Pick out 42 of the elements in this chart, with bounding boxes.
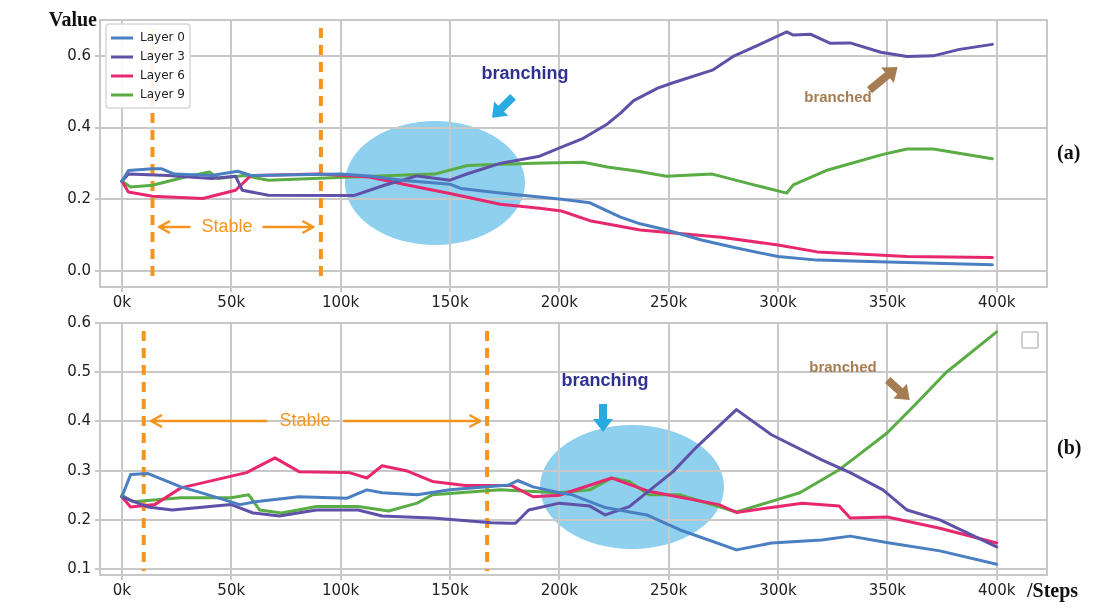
y-tick-label: 0.4 [67,411,91,430]
x-tick-label: 100k [321,292,360,311]
y-tick-label: 0.4 [67,117,91,136]
legend-label: Layer 3 [140,49,185,64]
x-tick-label: 0k [112,580,132,599]
x-tick-label: 150k [431,580,469,599]
x-tick-label: 250k [649,292,688,311]
text: (a) [1057,140,1081,164]
y-tick-label: 0.1 [67,558,91,577]
legend-label: Layer 6 [140,68,185,83]
annotation: Stable [201,215,253,236]
x-tick-label: 200k [540,580,579,599]
y-axis-title: Value [48,8,98,30]
annotation: branching [481,62,569,83]
x-tick-label: 400k [978,580,1016,599]
y-tick-label: 0.6 [67,45,91,64]
x-tick-label: 300k [759,292,797,311]
annotation: branched [804,88,872,106]
x-tick-label: 350k [868,580,907,599]
x-tick-label: 0k [112,292,132,311]
x-axis-title: /Steps [1026,579,1079,603]
legend-label: Layer 0 [140,30,185,45]
x-tick-label: 200k [540,292,579,311]
y-tick-label: 0.5 [67,362,91,381]
x-tick-label: 100k [321,580,360,599]
annotation: Stable [279,409,331,430]
legend-label: Layer 9 [140,87,185,102]
y-tick-label: 0.6 [67,312,91,331]
y-tick-label: 0.3 [67,460,91,479]
x-tick-label: 350k [868,292,907,311]
x-tick-label: 50k [217,292,246,311]
y-tick-label: 0.2 [67,189,91,208]
x-tick-label: 250k [649,580,688,599]
y-tick-label: 0.2 [67,509,91,528]
annotation: branching [561,369,649,390]
x-tick-label: 300k [759,580,797,599]
annotation: branched [809,358,877,376]
y-tick-label: 0.0 [67,260,91,279]
text: (b) [1057,436,1082,460]
x-tick-label: 400k [978,292,1016,311]
x-tick-label: 50k [217,580,246,599]
x-tick-label: 150k [431,292,469,311]
